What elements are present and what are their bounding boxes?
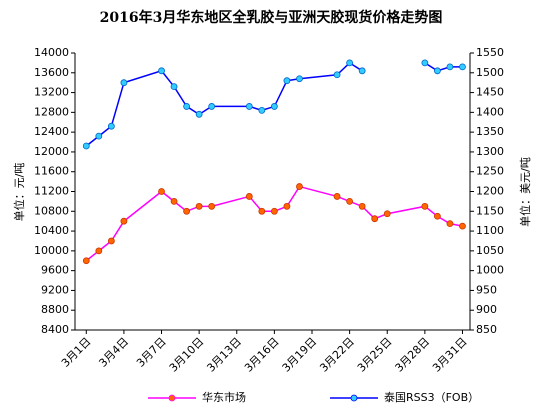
data-point [245,103,253,110]
data-point [459,222,466,230]
y2-tick-label: 1000 [476,264,504,277]
y-tick-label: 11600 [34,165,69,178]
data-point [433,67,441,75]
y2-tick-label: 1200 [476,185,504,198]
data-point [446,63,454,71]
data-point [95,247,103,255]
y-tick-label: 12800 [34,105,69,118]
y-tick-label: 8400 [41,323,69,336]
data-point [107,237,115,245]
data-point [195,110,203,118]
y2-tick-label: 1350 [476,125,504,138]
legend-marker [168,394,176,402]
data-point [421,202,429,210]
y-tick-label: 13200 [34,86,69,99]
data-point [296,183,303,190]
data-point [183,103,191,110]
x-tick-label: 3月22日 [317,335,357,375]
x-tick-label: 3月4日 [96,335,131,370]
y2-tick-label: 1400 [476,105,504,118]
data-point [107,122,115,130]
x-tick-label: 3月13日 [204,335,244,375]
legend-label: 华东市场 [202,390,246,404]
data-point [421,59,429,67]
x-tick-label: 3月25日 [355,335,395,375]
y2-tick-label: 1150 [476,204,504,217]
data-point [195,202,203,210]
y-tick-label: 9600 [41,264,69,277]
legend-marker [350,394,358,402]
y2-tick-label: 850 [476,323,497,336]
data-point [258,106,266,114]
y-tick-label: 12000 [34,145,69,158]
chart-title: 2016年3月华东地区全乳胶与亚洲天胶现货价格走势图 [100,9,443,26]
data-point [333,71,341,79]
data-point [95,132,103,140]
legend-label: 泰国RSS3（FOB） [384,390,479,404]
data-point [158,67,165,75]
data-point [371,215,379,223]
data-point [208,103,216,110]
y2-axis-label: 单位：美元/吨 [518,157,532,227]
data-point [183,207,191,215]
data-point [283,77,291,85]
data-point [245,193,253,200]
y2-tick-label: 1450 [476,86,504,99]
y2-tick-label: 1550 [476,46,504,59]
data-point [270,103,278,110]
series-line [85,185,463,262]
data-point [120,217,128,225]
x-tick-label: 3月31日 [430,335,470,375]
y-tick-label: 13600 [34,66,69,79]
y2-tick-label: 900 [476,303,497,316]
data-point [358,202,366,210]
y-tick-label: 12400 [34,125,69,138]
data-point [358,67,366,75]
data-point [433,212,441,220]
y-tick-label: 10400 [34,224,69,237]
x-tick-label: 3月16日 [242,335,282,375]
y-tick-label: 9200 [41,283,69,296]
x-tick-label: 3月10日 [167,335,207,375]
y-tick-label: 10800 [34,204,69,217]
y2-tick-label: 1100 [476,224,504,237]
x-tick-label: 3月28日 [393,335,433,375]
data-point [446,220,454,228]
data-point [82,257,90,265]
data-point [383,210,391,218]
x-tick-label: 3月1日 [59,335,94,370]
y2-tick-label: 1250 [476,165,504,178]
data-point [208,202,216,210]
y2-tick-label: 1300 [476,145,504,158]
y-tick-label: 10000 [34,244,69,257]
y2-tick-label: 950 [476,283,497,296]
data-point [459,63,466,71]
data-point [120,79,128,87]
data-point [346,59,354,67]
data-point [82,142,90,150]
data-point [333,193,341,200]
y2-tick-label: 1050 [476,244,504,257]
data-point [170,197,178,205]
data-point [283,202,291,210]
x-tick-label: 3月19日 [280,335,320,375]
y-axis-label: 单位：元/吨 [12,163,26,222]
y-tick-label: 8800 [41,303,69,316]
data-point [296,75,303,83]
data-point [158,188,165,195]
data-point [258,207,266,215]
x-tick-label: 3月7日 [134,335,169,370]
data-point [170,83,178,91]
y2-tick-label: 1500 [476,66,504,79]
y-tick-label: 14000 [34,46,69,59]
data-point [270,207,278,215]
y-tick-label: 11200 [34,185,69,198]
data-point [346,197,354,205]
